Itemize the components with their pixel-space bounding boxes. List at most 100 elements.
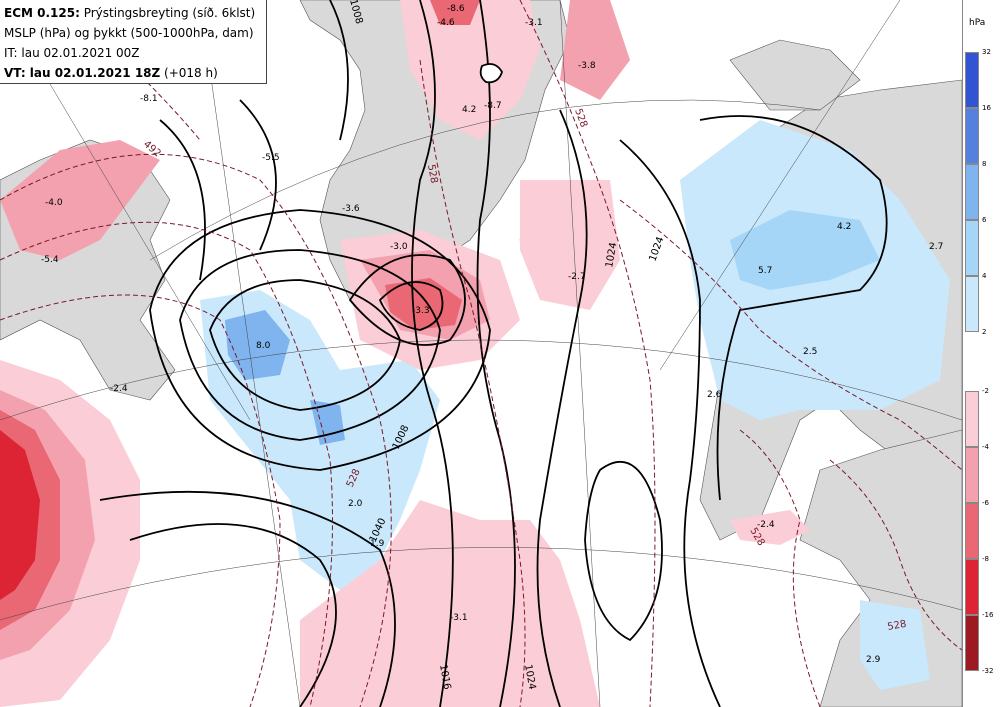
- fall-area-davis-strait: [0, 140, 160, 260]
- meridian-line: [199, 0, 301, 707]
- valid-time-line: VT: lau 02.01.2021 18Z (+018 h): [4, 63, 266, 83]
- legend-fall-swatch: [965, 447, 979, 503]
- legend-fall-tick-label: -4: [982, 443, 989, 451]
- change-label: -2.4: [757, 520, 775, 530]
- isobar-line: [239, 99, 277, 251]
- pressure-change-labels: -8.6 -4.6 -3.1 -3.8 -8.1 4.2 -8.7 -5.5 -…: [41, 4, 943, 665]
- legend-fall-tick-label: -32: [982, 667, 994, 675]
- thickness-line: [0, 294, 281, 707]
- rise-area-europe-south: [860, 600, 930, 690]
- legend-rise-swatch: [965, 276, 979, 332]
- valid-time: VT: lau 02.01.2021 18Z: [4, 66, 161, 80]
- change-label: -8.7: [484, 101, 502, 111]
- isobar-line: [378, 281, 444, 331]
- change-label: -5.4: [41, 255, 59, 265]
- header-line-1: ECM 0.125: Prýstingsbreyting (síð. 6klst…: [4, 3, 266, 23]
- arctic-islands-landmass: [729, 39, 861, 111]
- rise-area-mid-atlantic: [310, 400, 345, 445]
- chart-header: ECM 0.125: Prýstingsbreyting (síð. 6klst…: [0, 0, 267, 84]
- fall-area-north-greenland-core: [430, 0, 480, 25]
- legend-rise-swatch: [965, 164, 979, 220]
- isobar-line: [329, 0, 349, 141]
- change-label: -3.3: [412, 306, 430, 316]
- initial-time: IT: lau 02.01.2021 00Z: [4, 46, 140, 60]
- isobar-label: 1016: [437, 664, 452, 691]
- change-label: -5.5: [262, 153, 280, 163]
- change-label: -2.7: [568, 272, 586, 282]
- change-label: 1.9: [370, 539, 385, 549]
- fall-area-fram-strait: [560, 0, 630, 100]
- legend-fall-tick-label: -2: [982, 387, 989, 395]
- isobar-line: [411, 0, 454, 707]
- isobar-line: [99, 490, 396, 707]
- rise-area-scandinavia-core: [730, 210, 880, 290]
- isobar-line: [699, 115, 888, 501]
- isobar-line: [159, 119, 206, 281]
- legend-fall-tick-label: -6: [982, 499, 989, 507]
- parallel-line: [149, 99, 821, 261]
- legend-rise-tick-label: 2: [982, 328, 987, 336]
- isobar-line: [348, 254, 466, 346]
- thickness-line: [739, 429, 821, 707]
- pressure-fall-shading: [0, 0, 810, 707]
- change-label: -3.8: [578, 61, 596, 71]
- legend-rise-swatch: [965, 108, 979, 164]
- change-label: 4.2: [462, 105, 476, 115]
- change-label: 2.9: [866, 655, 881, 665]
- lead-time: (+018 h): [164, 66, 218, 80]
- product-name: Prýstingsbreyting (síð. 6klst): [83, 6, 256, 20]
- change-label: -8.1: [140, 94, 158, 104]
- legend-fall-tick-label: -8: [982, 555, 989, 563]
- isobar-line: [584, 460, 663, 642]
- legend-fall-swatch: [965, 559, 979, 615]
- isobar-line: [179, 249, 441, 441]
- fall-area-greenland-east-core: [385, 278, 462, 330]
- legend-fall-swatch: [965, 391, 979, 447]
- low-centre-contour: [479, 63, 503, 84]
- fall-area-uk: [730, 510, 810, 545]
- thickness-label: 528: [887, 619, 908, 633]
- change-label: 2.0: [348, 499, 363, 509]
- thickness-line: [829, 459, 962, 651]
- isobar-line: [619, 139, 721, 707]
- thickness-line: [0, 153, 392, 707]
- change-label: 2.6: [707, 390, 722, 400]
- thickness-line: [519, 0, 656, 707]
- fall-area-svalbard: [520, 180, 620, 310]
- legend-rise-swatch: [965, 52, 979, 108]
- change-label: -3.6: [342, 204, 360, 214]
- model-name: ECM 0.125:: [4, 6, 80, 20]
- change-label: -4.0: [45, 198, 63, 208]
- change-label: 2.5: [803, 347, 817, 357]
- change-label: 4.2: [837, 222, 851, 232]
- isobar-line: [129, 523, 337, 707]
- legend-unit: hPa: [969, 18, 986, 28]
- change-label: -3.1: [450, 613, 468, 623]
- change-label: -3.0: [390, 242, 408, 252]
- isobar-label: 1024: [522, 664, 537, 691]
- pressure-rise-shading: [200, 120, 950, 690]
- thickness-line: [0, 221, 333, 707]
- thickness-label: 528: [425, 164, 439, 185]
- legend-rise-tick-label: 16: [982, 104, 991, 112]
- change-label: -3.1: [525, 18, 543, 28]
- legend-rise-swatch: [965, 220, 979, 276]
- change-label: -2.4: [110, 384, 128, 394]
- rise-area-iceland-core: [225, 310, 290, 380]
- legend-rise-tick-label: 4: [982, 272, 987, 280]
- parallel-line: [0, 547, 962, 621]
- isobar-line: [536, 109, 588, 707]
- legend-fall-swatch: [965, 503, 979, 559]
- legend-rise-tick-label: 8: [982, 160, 987, 168]
- fall-area-west-atlantic-core: [0, 430, 40, 600]
- change-label: -4.6: [437, 18, 455, 28]
- legend-fall-tick-label: -16: [982, 611, 994, 619]
- legend-rise-tick-label: 32: [982, 48, 991, 56]
- isobar-label: 1024: [604, 242, 619, 269]
- isobar-line: [149, 209, 491, 471]
- legend-fall-swatch: [965, 615, 979, 671]
- color-legend: hPa 32 16 8 6 4 2 -2 -4 -6 -8 -16 -32: [962, 0, 1000, 707]
- thickness-contours: [0, 0, 962, 707]
- change-label: 8.0: [256, 341, 271, 351]
